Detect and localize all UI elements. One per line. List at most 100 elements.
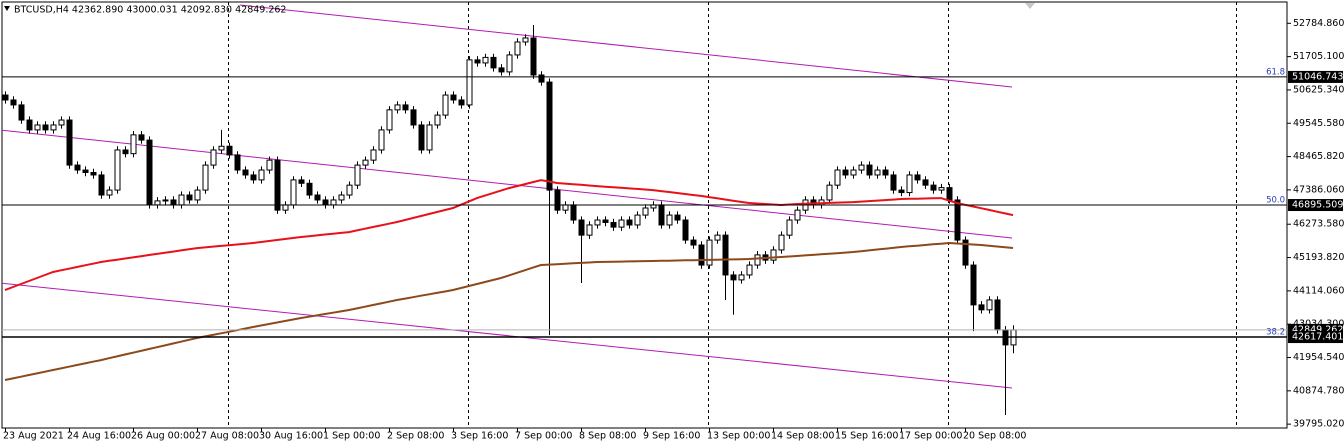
- candle-body: [890, 174, 897, 191]
- candle-body: [770, 249, 777, 261]
- candle-body: [898, 189, 905, 194]
- candle-body: [210, 149, 217, 166]
- candle-body: [610, 221, 617, 228]
- candle-body: [682, 219, 689, 241]
- axes: 52784.860 51705.100 50625.340 49545.580 4846…: [3, 18, 1344, 442]
- candle-body: [2, 94, 9, 101]
- candle-body: [18, 104, 25, 121]
- chart-title: BTCUSD,H4 42362.890 43000.031 42092.830 …: [14, 5, 286, 16]
- candle-body: [722, 234, 729, 276]
- candle-body: [514, 41, 521, 56]
- x-tick-label: 30 Aug 16:00: [259, 431, 323, 442]
- candle-body: [114, 149, 121, 191]
- candle-body: [754, 254, 761, 266]
- candle-body: [554, 189, 561, 211]
- candle-body: [706, 239, 713, 266]
- y-tick-label: 52784.860: [1293, 18, 1344, 29]
- y-tick-label: 39795.020: [1293, 419, 1344, 430]
- candle-body: [842, 169, 849, 176]
- candle-body: [938, 187, 945, 191]
- y-tick-label: 45193.820: [1293, 252, 1344, 263]
- candle-body: [698, 244, 705, 266]
- candle-body: [914, 174, 921, 181]
- candle-body: [10, 99, 17, 106]
- candle-body: [866, 164, 873, 176]
- y-tick-label: 44114.060: [1293, 285, 1344, 296]
- y-tick-label: 51705.100: [1293, 51, 1344, 62]
- candle-body: [218, 145, 225, 151]
- candle-body: [354, 164, 361, 186]
- candle-body: [850, 169, 857, 176]
- candle-body: [242, 169, 249, 176]
- shift-marker: [1025, 3, 1035, 9]
- channel: [2, 4, 1013, 389]
- candle-body: [666, 214, 673, 226]
- x-tick-label: 26 Aug 00:00: [131, 431, 195, 442]
- x-tick-label: 9 Sep 16:00: [643, 431, 700, 442]
- candle-body: [786, 219, 793, 236]
- candle-body: [394, 104, 401, 111]
- candle-body: [858, 164, 865, 171]
- candle-body: [346, 184, 353, 196]
- candle-body: [338, 194, 345, 201]
- candle-body: [194, 189, 201, 201]
- candle-body: [746, 264, 753, 276]
- candle-body: [66, 119, 73, 166]
- price-box: [1288, 70, 1343, 83]
- price-box: [1288, 199, 1343, 212]
- x-tick-label: 7 Sep 00:00: [515, 431, 572, 442]
- x-tick-label: 15 Sep 16:00: [835, 431, 898, 442]
- candle-body: [434, 114, 441, 126]
- candle-body: [378, 129, 385, 151]
- candle-body: [994, 299, 1001, 331]
- candle-body: [58, 119, 65, 126]
- candle-body: [458, 99, 465, 106]
- candle-body: [474, 59, 481, 64]
- candle-body: [146, 139, 153, 206]
- candle-body: [34, 124, 41, 131]
- candle-body: [42, 124, 49, 131]
- candle-body: [570, 204, 577, 221]
- price-box: [1288, 331, 1343, 344]
- candle-body: [690, 239, 697, 246]
- x-tick-label: 1 Sep 00:00: [323, 431, 380, 442]
- level-label: 46895.509: [1292, 200, 1343, 211]
- x-tick-label: 20 Sep 08:00: [963, 431, 1026, 442]
- candle-body: [906, 174, 913, 194]
- candle-body: [730, 274, 737, 281]
- candle-body: [162, 199, 169, 202]
- candle-body: [282, 204, 289, 211]
- candle-body: [202, 164, 209, 191]
- level-label: 51046.743: [1292, 71, 1343, 82]
- candle-body: [82, 169, 89, 173]
- candle-body: [538, 74, 545, 83]
- trendline: [2, 282, 1013, 389]
- x-tick-label: 17 Sep 00:00: [899, 431, 962, 442]
- candle-body: [362, 159, 369, 166]
- overlays: [2, 76, 1287, 381]
- candle-body: [626, 219, 633, 226]
- title-arrow: [4, 6, 10, 11]
- fib-label: 61.8: [1266, 67, 1285, 77]
- y-tick-label: 50625.340: [1293, 84, 1344, 95]
- candle-body: [530, 37, 537, 76]
- level-label: 42617.401: [1292, 332, 1343, 343]
- candle-body: [450, 94, 457, 101]
- candle-body: [410, 109, 417, 126]
- x-tick-label: 24 Aug 16:00: [67, 431, 131, 442]
- candle-body: [402, 104, 409, 111]
- candle-body: [658, 204, 665, 226]
- candle-body: [370, 149, 377, 161]
- candle-body: [778, 234, 785, 251]
- candle-body: [634, 214, 641, 226]
- candle-body: [426, 124, 433, 151]
- candle-body: [618, 219, 625, 228]
- y-tick-label: 46273.580: [1293, 219, 1344, 230]
- candle-body: [978, 304, 985, 311]
- candle-body: [522, 37, 529, 43]
- x-tick-label: 13 Sep 00:00: [707, 431, 770, 442]
- candle-body: [466, 59, 473, 106]
- candle-body: [674, 214, 681, 221]
- x-tick-label: 27 Aug 08:00: [195, 431, 259, 442]
